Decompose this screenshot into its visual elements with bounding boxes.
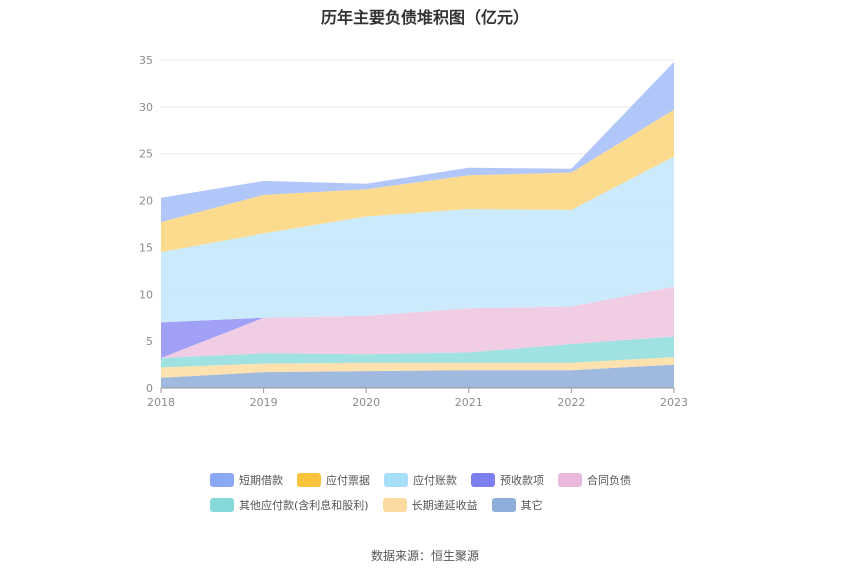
- area-series: [161, 156, 674, 323]
- chart-title: 历年主要负债堆积图（亿元）: [320, 8, 529, 27]
- x-tick-label: 2021: [455, 396, 483, 409]
- legend-label: 应付账款: [413, 474, 457, 487]
- y-tick-label: 15: [139, 241, 153, 254]
- legend-label: 合同负债: [587, 474, 631, 487]
- area-series: [161, 357, 674, 378]
- y-tick-label: 30: [139, 101, 153, 114]
- x-tick-label: 2023: [660, 396, 688, 409]
- legend-item[interactable]: 合同负债: [558, 472, 631, 488]
- legend-item[interactable]: 其他应付款(含利息和股利): [210, 497, 369, 513]
- legend-label: 其它: [520, 499, 543, 512]
- legend-item[interactable]: 短期借款: [210, 472, 283, 488]
- legend-swatch: [210, 473, 234, 487]
- legend-swatch: [491, 498, 516, 512]
- legend-row-1: 短期借款 应付票据 应付账款 预收款项 合同负债: [210, 472, 690, 488]
- legend-swatch: [558, 473, 582, 487]
- area-series: [161, 61, 674, 223]
- legend-swatch: [382, 498, 407, 512]
- area-series-layer: [161, 61, 674, 388]
- area-series: [161, 336, 674, 368]
- legend-item[interactable]: 其它: [491, 497, 543, 513]
- y-tick-label: 10: [139, 288, 153, 301]
- legend-item[interactable]: 预收款项: [471, 472, 544, 488]
- area-series: [161, 364, 674, 388]
- x-tick-label: 2020: [352, 396, 380, 409]
- legend-swatch: [297, 473, 321, 487]
- x-tick-label: 2018: [147, 396, 175, 409]
- legend: 短期借款 应付票据 应付账款 预收款项 合同负债 其他应付款(含利息和股利) 长…: [210, 472, 690, 522]
- x-tick-label: 2022: [557, 396, 585, 409]
- legend-swatch: [471, 473, 495, 487]
- legend-swatch: [384, 473, 408, 487]
- axes: 0 5 10 15 20 25 30 35 2018 2019 2020 2021 2022 2023: [139, 54, 688, 409]
- x-tick-label: 2019: [250, 396, 278, 409]
- legend-label: 短期借款: [239, 474, 283, 487]
- y-tick-label: 5: [146, 335, 153, 348]
- legend-label: 预收款项: [500, 474, 544, 487]
- legend-label: 长期递延收益: [411, 499, 478, 512]
- legend-row-2: 其他应付款(含利息和股利) 长期递延收益 其它: [210, 497, 690, 513]
- legend-item[interactable]: 应付票据: [297, 472, 370, 488]
- legend-label: 其他应付款(含利息和股利): [239, 499, 369, 512]
- y-tick-label: 0: [146, 382, 153, 395]
- legend-item[interactable]: 应付账款: [384, 472, 457, 488]
- legend-label: 应付票据: [326, 474, 370, 487]
- y-tick-label: 35: [139, 54, 153, 67]
- y-tick-label: 25: [139, 148, 153, 161]
- legend-item[interactable]: 长期递延收益: [382, 497, 478, 513]
- y-tick-label: 20: [139, 195, 153, 208]
- area-series: [161, 109, 674, 253]
- data-source-note: 数据来源：恒生聚源: [370, 549, 479, 563]
- legend-swatch: [210, 498, 234, 512]
- area-series: [161, 286, 674, 358]
